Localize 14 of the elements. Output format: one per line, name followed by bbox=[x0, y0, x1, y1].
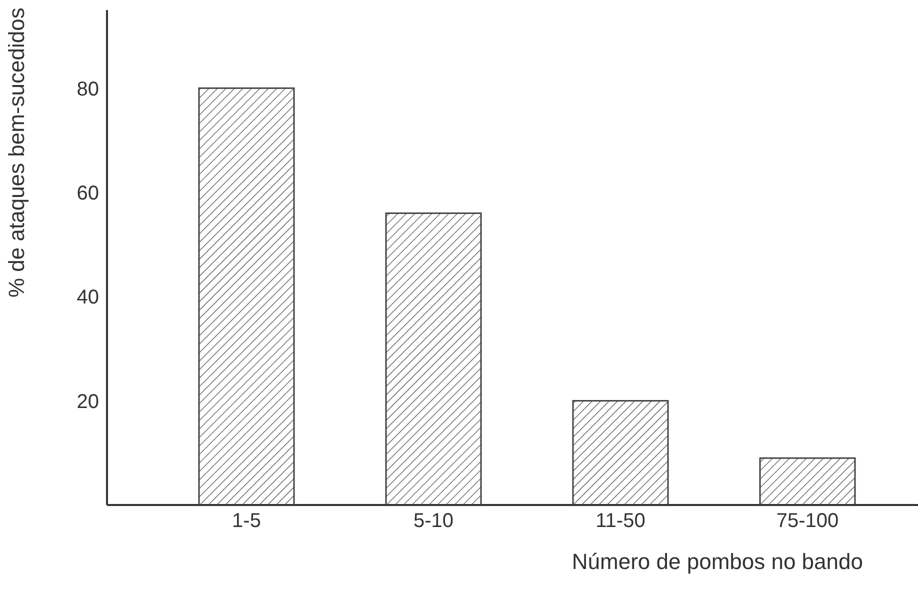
x-tick-label: 1-5 bbox=[232, 510, 261, 532]
bar bbox=[572, 400, 669, 505]
y-tick-label: 60 bbox=[76, 182, 99, 204]
x-axis-title: Número de pombos no bando bbox=[572, 549, 863, 574]
x-tick-label: 5-10 bbox=[413, 510, 454, 532]
x-tick-label: 11-50 bbox=[596, 510, 646, 532]
y-tick-label: 80 bbox=[76, 78, 99, 100]
x-tick-label: 75-100 bbox=[776, 510, 839, 532]
y-axis-title: % de ataques bem-sucedidos bbox=[4, 8, 29, 298]
y-tick-label: 40 bbox=[76, 286, 99, 309]
bar bbox=[385, 212, 482, 505]
bar bbox=[759, 457, 856, 505]
y-tick-label: 20 bbox=[76, 390, 99, 413]
bar bbox=[198, 87, 295, 505]
